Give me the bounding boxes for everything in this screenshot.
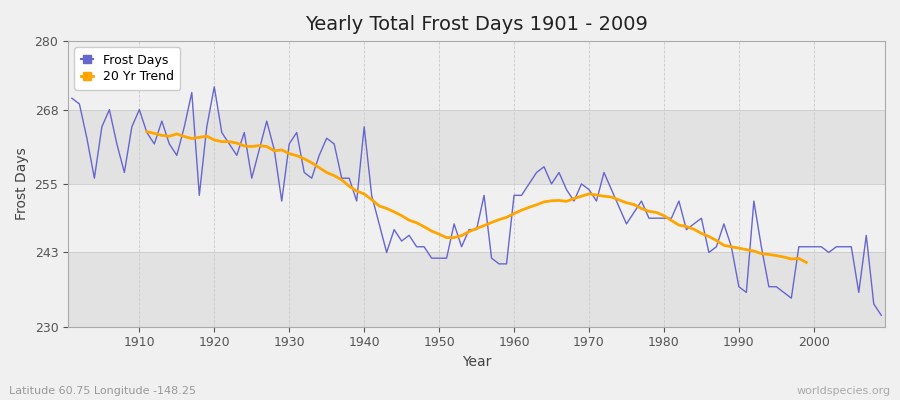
Frost Days xyxy=(606,187,616,192)
Bar xyxy=(68,41,885,110)
Y-axis label: Frost Days: Frost Days xyxy=(15,148,29,220)
20 Yr Trend xyxy=(276,148,287,152)
Text: Latitude 60.75 Longitude -148.25: Latitude 60.75 Longitude -148.25 xyxy=(9,386,196,396)
Bar xyxy=(68,252,885,327)
Frost Days xyxy=(876,313,886,318)
Frost Days xyxy=(209,84,220,89)
Bar xyxy=(68,110,885,184)
Text: worldspecies.org: worldspecies.org xyxy=(796,386,891,396)
Bar xyxy=(68,184,885,252)
Title: Yearly Total Frost Days 1901 - 2009: Yearly Total Frost Days 1901 - 2009 xyxy=(305,15,648,34)
X-axis label: Year: Year xyxy=(462,355,491,369)
20 Yr Trend xyxy=(479,223,490,228)
Frost Days xyxy=(516,193,526,198)
20 Yr Trend xyxy=(224,139,235,144)
20 Yr Trend xyxy=(396,213,407,218)
Line: Frost Days: Frost Days xyxy=(72,87,881,315)
Frost Days xyxy=(127,124,138,129)
20 Yr Trend xyxy=(726,244,737,249)
20 Yr Trend xyxy=(209,138,220,142)
Frost Days xyxy=(299,170,310,175)
Frost Days xyxy=(67,96,77,101)
Frost Days xyxy=(508,193,519,198)
Legend: Frost Days, 20 Yr Trend: Frost Days, 20 Yr Trend xyxy=(75,47,180,90)
Line: 20 Yr Trend: 20 Yr Trend xyxy=(147,132,806,262)
20 Yr Trend xyxy=(801,260,812,265)
Frost Days xyxy=(344,176,355,181)
20 Yr Trend xyxy=(141,129,152,134)
